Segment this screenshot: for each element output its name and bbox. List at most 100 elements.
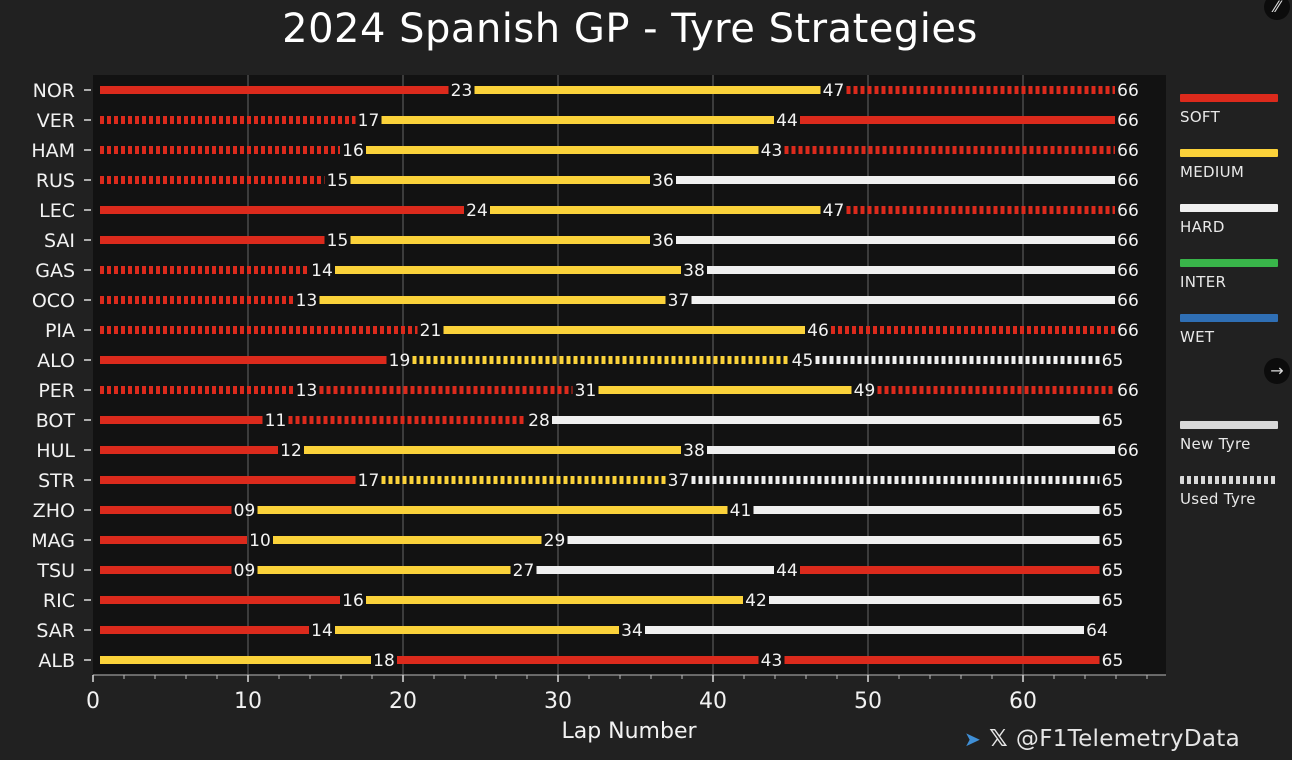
lap-label: 65: [1102, 501, 1124, 521]
x-axis: 0 10 20 30 40 50 60: [86, 674, 1166, 714]
x-tick-label: 30: [544, 689, 572, 714]
grid-lines: [247, 75, 1024, 675]
telegram-icon[interactable]: ➤: [964, 727, 982, 751]
next-button[interactable]: →: [1264, 358, 1290, 384]
lap-label: 31: [575, 381, 597, 401]
driver-label: PIA: [45, 320, 75, 342]
chart-title: 2024 Spanish GP - Tyre Strategies: [282, 6, 978, 52]
legend-item-new-tyre: New Tyre: [1180, 421, 1280, 453]
lap-label: 24: [466, 201, 488, 221]
lap-label: 42: [745, 591, 767, 611]
legend-label: INTER: [1180, 273, 1227, 291]
legend-label: New Tyre: [1180, 435, 1251, 453]
legend-swatch: [1180, 476, 1278, 484]
lap-label: 37: [668, 471, 690, 491]
lap-label: 66: [1117, 231, 1139, 251]
plot-background: [93, 75, 1166, 675]
lap-label: 16: [342, 141, 364, 161]
lap-label: 45: [792, 351, 814, 371]
driver-label: LEC: [39, 200, 75, 222]
lap-label: 47: [823, 81, 845, 101]
lap-label: 49: [854, 381, 876, 401]
lap-label: 44: [776, 111, 798, 131]
x-tick-label: 0: [86, 689, 100, 714]
driver-label: MAG: [31, 530, 75, 552]
legend-swatch: [1180, 259, 1278, 267]
lap-label: 11: [265, 411, 287, 431]
lap-label: 36: [652, 171, 674, 191]
lap-label: 15: [327, 231, 349, 251]
legend-label: HARD: [1180, 218, 1225, 236]
driver-label: OCO: [32, 290, 75, 312]
lap-label: 66: [1117, 291, 1139, 311]
x-tick-label: 50: [854, 689, 882, 714]
driver-label: HUL: [36, 440, 75, 462]
lap-label: 13: [296, 291, 318, 311]
lap-label: 66: [1117, 201, 1139, 221]
lap-label: 38: [683, 441, 705, 461]
x-tick-label: 60: [1009, 689, 1037, 714]
lap-label: 65: [1102, 591, 1124, 611]
lap-label: 21: [420, 321, 442, 341]
lap-label: 29: [544, 531, 566, 551]
driver-label: GAS: [35, 260, 75, 282]
lap-label: 16: [342, 591, 364, 611]
lap-label: 14: [311, 261, 333, 281]
lap-label: 66: [1117, 111, 1139, 131]
legend-label: Used Tyre: [1180, 490, 1256, 508]
x-tick-label: 40: [699, 689, 727, 714]
lap-label: 10: [249, 531, 271, 551]
lap-label: 65: [1102, 651, 1124, 671]
x-tick-label: 20: [389, 689, 417, 714]
legend-swatch: [1180, 149, 1278, 157]
lap-label: 09: [234, 561, 256, 581]
lap-label: 18: [373, 651, 395, 671]
lap-label: 36: [652, 231, 674, 251]
lap-label: 66: [1117, 81, 1139, 101]
lap-label: 23: [451, 81, 473, 101]
driver-label: TSU: [36, 560, 75, 582]
lap-label: 66: [1117, 261, 1139, 281]
legend-item-used-tyre: Used Tyre: [1180, 476, 1280, 508]
lap-label: 66: [1117, 141, 1139, 161]
lap-label: 37: [668, 291, 690, 311]
driver-label: SAR: [36, 620, 75, 642]
arrow-right-icon: →: [1270, 361, 1284, 380]
lap-label: 19: [389, 351, 411, 371]
lap-label: 66: [1117, 171, 1139, 191]
lap-labels: 23 47 66 17 44 66 16 43 66 15 36 66 24 47 66 15 36 66 14 38…: [234, 81, 1139, 671]
credit: ➤ 𝕏 @F1TelemetryData: [964, 726, 1240, 752]
lap-label: 43: [761, 141, 783, 161]
legend-swatch: [1180, 94, 1278, 102]
lap-label: 17: [358, 111, 380, 131]
lap-label: 34: [621, 621, 643, 641]
lap-label: 64: [1086, 621, 1108, 641]
lap-label: 43: [761, 651, 783, 671]
x-logo-icon[interactable]: 𝕏: [989, 726, 1008, 752]
driver-label: VER: [37, 110, 75, 132]
legend-item-wet: WET: [1180, 314, 1280, 346]
legend-swatch: [1180, 421, 1278, 429]
lap-label: 47: [823, 201, 845, 221]
driver-label: RUS: [36, 170, 75, 192]
driver-label: ALB: [38, 650, 75, 672]
driver-label: PER: [38, 380, 75, 402]
y-axis: NOR VER HAM RUS LEC SAI GAS OCO PIA ALO PER BOT HUL S…: [31, 80, 91, 672]
lap-label: 13: [296, 381, 318, 401]
driver-label: NOR: [33, 80, 75, 102]
lap-label: 15: [327, 171, 349, 191]
lap-label: 65: [1102, 411, 1124, 431]
lap-label: 41: [730, 501, 752, 521]
legend-swatch: [1180, 204, 1278, 212]
lap-label: 66: [1117, 381, 1139, 401]
legend-label: WET: [1180, 328, 1215, 346]
legend-label: SOFT: [1180, 108, 1221, 126]
expand-button[interactable]: ⁄⁄: [1264, 0, 1290, 20]
x-axis-label: Lap Number: [561, 719, 697, 744]
driver-label: SAI: [44, 230, 75, 252]
legend-swatch: [1180, 314, 1278, 322]
legend-item-medium: MEDIUM: [1180, 149, 1280, 181]
driver-label: RIC: [43, 590, 75, 612]
legend-label: MEDIUM: [1180, 163, 1245, 181]
